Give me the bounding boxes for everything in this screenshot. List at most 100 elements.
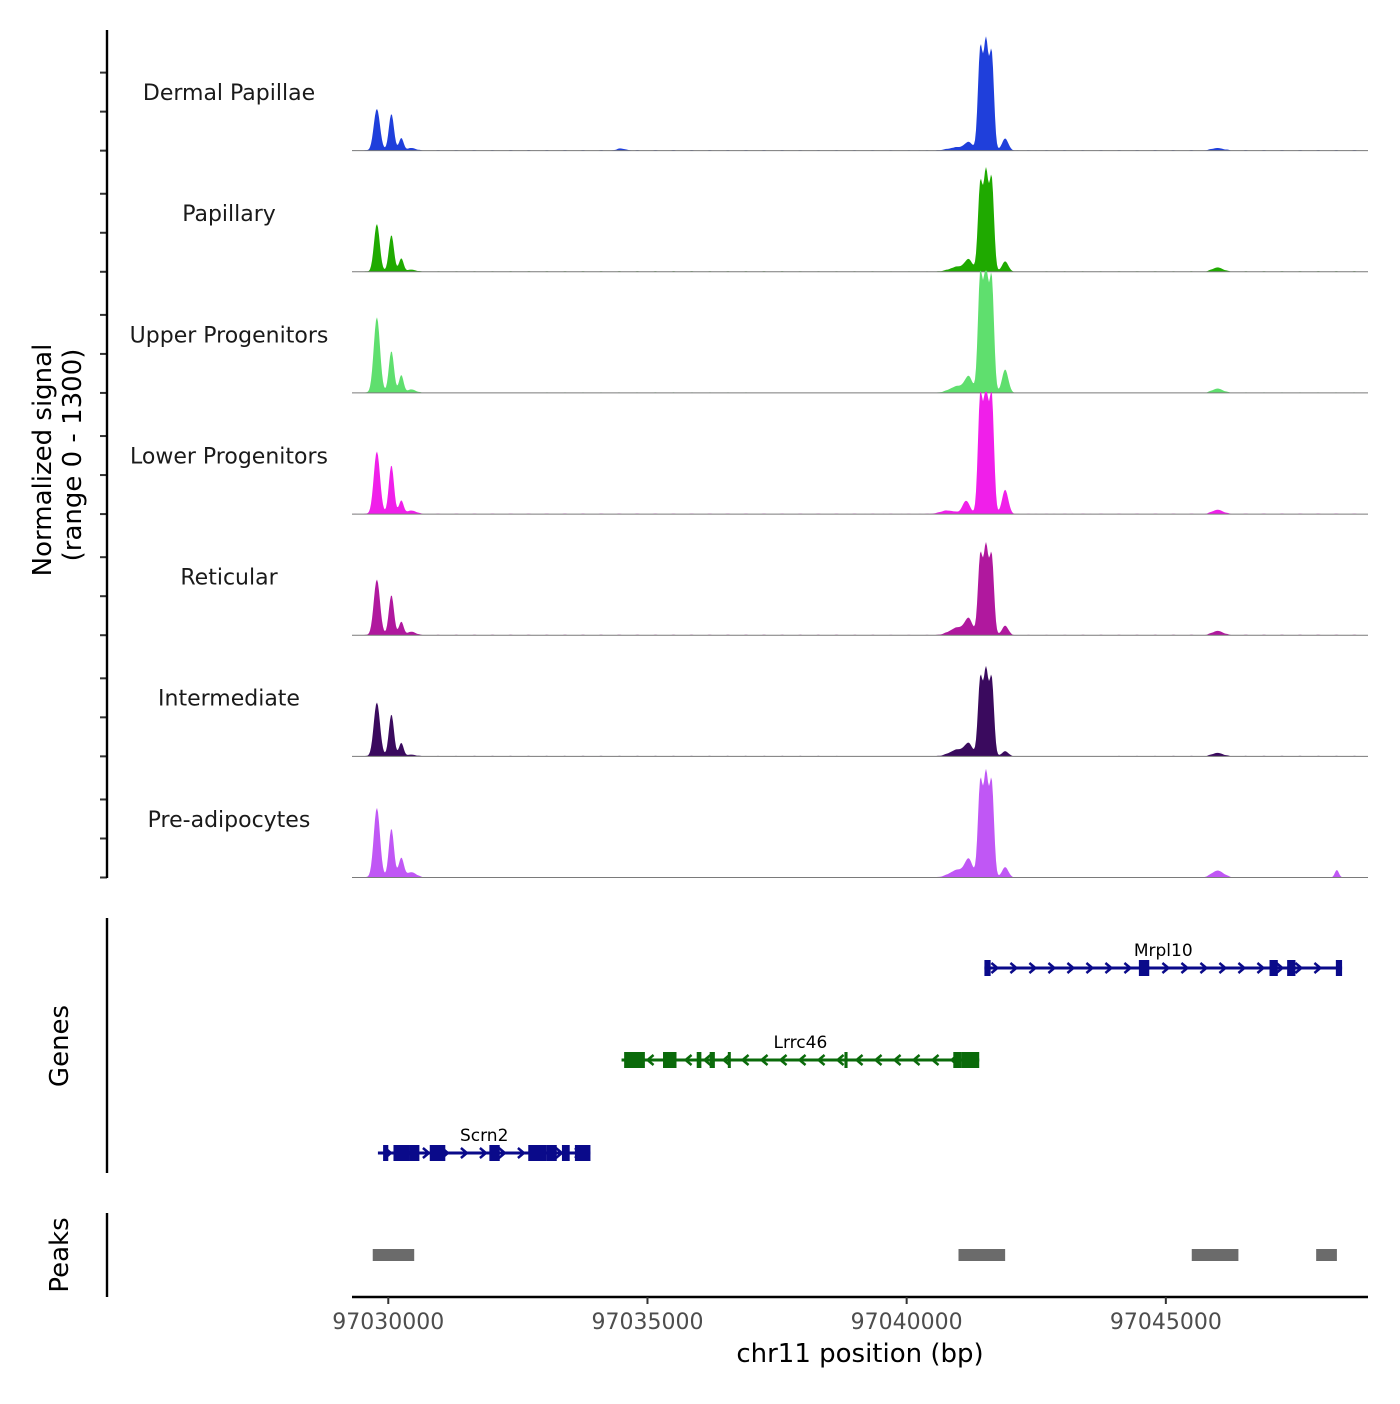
strand-arrow	[990, 962, 1000, 974]
x-axis-title: chr11 position (bp)	[736, 1339, 983, 1369]
gene-exon	[844, 1052, 848, 1068]
strand-arrow	[930, 1054, 940, 1066]
strand-arrow	[835, 1054, 845, 1066]
track-label: Dermal Papillae	[143, 81, 315, 106]
gene-exon	[624, 1052, 645, 1068]
strand-arrow	[1294, 962, 1304, 974]
peak-region	[1191, 1249, 1239, 1261]
strand-arrow	[873, 1054, 883, 1066]
signal-area	[352, 167, 1368, 272]
signal-track: Pre-adipocytes	[148, 768, 1368, 878]
strand-arrow	[911, 1054, 921, 1066]
gene-exon	[393, 1145, 410, 1161]
strand-arrow	[1237, 962, 1247, 974]
strand-arrow	[1199, 962, 1209, 974]
strand-arrow	[1218, 962, 1228, 974]
gene-exon	[696, 1052, 702, 1068]
gene-exon	[489, 1145, 500, 1161]
gene-exon	[409, 1145, 420, 1161]
track-label: Intermediate	[158, 687, 300, 712]
strand-arrow	[797, 1054, 807, 1066]
gene-exon	[1269, 960, 1278, 976]
peak-track	[372, 1249, 1337, 1261]
strand-arrow	[740, 1054, 750, 1066]
signal-track: Lower Progenitors	[130, 391, 1368, 515]
peaks-track-label: Peaks	[45, 1217, 75, 1292]
signal-track: Intermediate	[158, 665, 1368, 757]
strand-arrow	[816, 1054, 826, 1066]
signal-area	[352, 391, 1368, 515]
gene-model: Lrrc46	[621, 1033, 980, 1068]
track-label: Lower Progenitors	[130, 444, 328, 469]
strand-arrow	[854, 1054, 864, 1066]
gene-exon	[961, 1052, 980, 1068]
gene-exon	[984, 960, 991, 976]
strand-arrow	[892, 1054, 902, 1066]
gene-exon	[709, 1052, 715, 1068]
signal-track: Dermal Papillae	[143, 36, 1368, 152]
gene-model: Scrn2	[377, 1126, 591, 1161]
track-label: Reticular	[180, 566, 278, 591]
strand-arrow	[460, 1147, 469, 1159]
peak-region	[1316, 1249, 1337, 1261]
gene-exon	[953, 1052, 962, 1068]
signal-y-axis-subtitle: (range 0 - 1300)	[58, 349, 88, 562]
signal-track: Reticular	[180, 542, 1368, 636]
signal-y-axis-title: Normalized signal	[28, 344, 58, 577]
strand-arrow	[517, 1147, 526, 1159]
strand-arrow	[1085, 962, 1095, 974]
signal-tracks: Dermal Papillae Papillary Upper Progenitor…	[130, 36, 1368, 878]
strand-arrow	[683, 1054, 693, 1066]
signal-area	[352, 36, 1368, 151]
gene-exon	[528, 1145, 547, 1161]
strand-arrow	[1275, 962, 1285, 974]
gene-name-label: Mrpl10	[1134, 941, 1193, 961]
strand-arrow	[1047, 962, 1057, 974]
strand-arrow	[1066, 962, 1076, 974]
strand-arrow	[1256, 962, 1266, 974]
track-label: Papillary	[182, 202, 276, 227]
strand-arrow	[1028, 962, 1038, 974]
strand-arrow	[479, 1147, 488, 1159]
strand-arrow	[759, 1054, 769, 1066]
gene-exon	[1138, 960, 1150, 976]
strand-arrow	[1161, 962, 1171, 974]
signal-area	[352, 665, 1368, 757]
track-label: Pre-adipocytes	[148, 808, 311, 833]
signal-track: Papillary	[182, 167, 1368, 273]
gene-exon	[1335, 960, 1343, 976]
x-tick-label: 97045000	[1110, 1310, 1222, 1335]
strand-arrow	[1009, 962, 1019, 974]
gene-exon	[1287, 960, 1296, 976]
signal-y-axis	[100, 30, 109, 879]
strand-arrow	[555, 1147, 564, 1159]
gene-exon	[663, 1052, 677, 1068]
x-tick-label: 97035000	[591, 1310, 703, 1335]
gene-exon	[727, 1052, 731, 1068]
signal-area	[352, 768, 1368, 878]
strand-arrow	[1104, 962, 1114, 974]
strand-arrow	[1123, 962, 1133, 974]
gene-name-label: Lrrc46	[774, 1033, 828, 1053]
strand-arrow	[422, 1147, 431, 1159]
gene-exon	[561, 1145, 570, 1161]
gene-exon	[429, 1145, 446, 1161]
peak-region	[372, 1249, 415, 1261]
strand-arrow	[498, 1147, 507, 1159]
track-label: Upper Progenitors	[130, 323, 329, 348]
signal-area	[352, 270, 1368, 393]
gene-name-label: Scrn2	[460, 1126, 508, 1146]
strand-arrow	[645, 1054, 655, 1066]
genes-track-label: Genes	[45, 1005, 75, 1087]
x-tick-label: 97030000	[332, 1310, 444, 1335]
gene-exon	[383, 1145, 389, 1161]
strand-arrow	[778, 1054, 788, 1066]
strand-arrow	[1313, 962, 1323, 974]
gene-model: Mrpl10	[984, 941, 1343, 976]
x-axis: 97030000 97035000 97040000 97045000	[332, 1295, 1368, 1335]
strand-arrow	[721, 1054, 731, 1066]
signal-area	[352, 542, 1368, 636]
gene-track: Mrpl10 Lrrc46 Scrn2	[377, 941, 1343, 1161]
